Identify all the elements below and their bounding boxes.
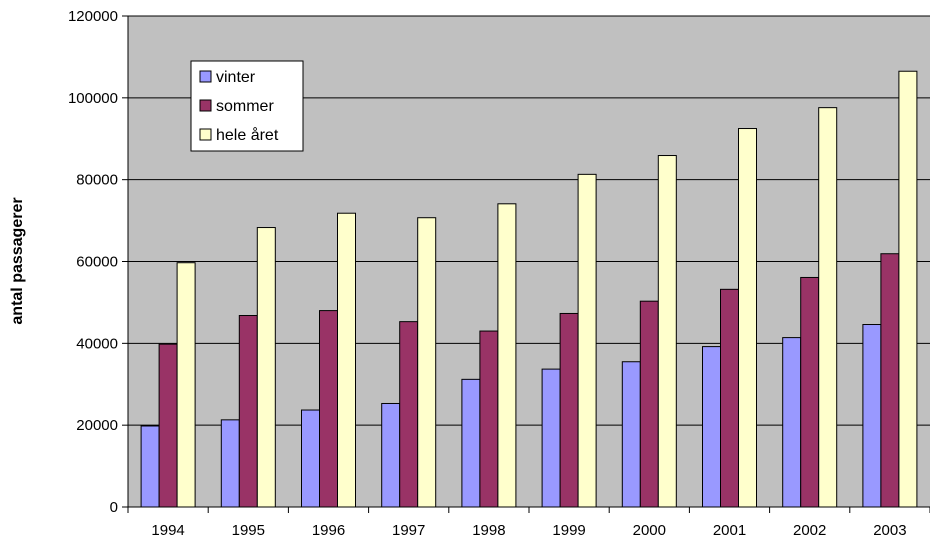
legend-label: sommer xyxy=(216,98,274,115)
bar-1995-sommer xyxy=(238,315,258,508)
bar-1997-vinter xyxy=(381,402,401,508)
bar-2002-sommer xyxy=(800,276,820,508)
bar-1999-hele-aaret xyxy=(577,173,597,508)
bar-2000-hele-aaret xyxy=(657,155,677,508)
y-tick-label: 60000 xyxy=(76,254,118,271)
bar-2003-sommer xyxy=(880,253,900,508)
bar-1999-sommer xyxy=(559,312,579,508)
bar-1997-sommer xyxy=(399,321,419,508)
x-tick-label: 2000 xyxy=(633,522,666,539)
bar-1994-hele-aaret xyxy=(176,262,196,508)
bar-1996-hele-aaret xyxy=(337,212,356,508)
bar-2000-sommer xyxy=(639,300,659,508)
legend-swatch xyxy=(199,70,212,83)
x-tick-label: 2001 xyxy=(713,522,746,539)
bar-1995-vinter xyxy=(220,419,240,508)
y-tick-label: 80000 xyxy=(76,172,118,189)
y-tick-label: 0 xyxy=(110,499,118,516)
x-tick-label: 1999 xyxy=(552,522,585,539)
bar-1997-hele-aaret xyxy=(417,217,437,508)
bar-1998-vinter xyxy=(461,378,481,508)
bar-2003-hele-aaret xyxy=(898,70,918,508)
bars xyxy=(140,70,918,508)
y-tick-label: 100000 xyxy=(68,90,118,107)
bar-1994-sommer xyxy=(158,343,178,508)
x-tick-labels: 1994 1995 1996 1997 1998 1999 2000 2001 2002 2003 xyxy=(127,507,930,539)
legend-label: hele året xyxy=(216,126,279,144)
bar-2000-vinter xyxy=(621,361,641,508)
x-tick-label: 1994 xyxy=(151,522,184,539)
legend: vinter sommer hele året xyxy=(190,60,304,152)
x-tick-label: 1997 xyxy=(392,522,425,539)
y-tick-label: 20000 xyxy=(76,417,118,434)
y-tick-labels: 0 20000 40000 60000 80000 100000 120000 xyxy=(68,8,128,516)
bar-1999-vinter xyxy=(541,368,561,508)
bar-2002-vinter xyxy=(782,337,802,508)
bar-1998-sommer xyxy=(479,330,499,508)
y-tick-label: 120000 xyxy=(68,8,118,25)
legend-label: vinter xyxy=(216,69,256,86)
x-tick-label: 2002 xyxy=(793,522,826,539)
bar-2001-sommer xyxy=(720,288,739,508)
bar-2002-hele-aaret xyxy=(818,107,838,508)
bar-2001-hele-aaret xyxy=(738,128,757,508)
bar-1996-sommer xyxy=(319,310,338,508)
y-tick-label: 40000 xyxy=(76,335,118,352)
bar-1996-vinter xyxy=(301,409,320,508)
bar-2001-vinter xyxy=(702,346,721,508)
legend-swatch xyxy=(199,128,212,141)
x-tick-label: 1996 xyxy=(312,522,345,539)
y-axis-label: antal passagerer xyxy=(9,197,26,324)
bar-1995-hele-aaret xyxy=(256,227,276,508)
x-tick-label: 1995 xyxy=(232,522,265,539)
legend-swatch xyxy=(199,99,212,112)
bar-1994-vinter xyxy=(140,425,160,508)
bar-1998-hele-aaret xyxy=(497,203,517,508)
bar-2003-vinter xyxy=(862,324,882,508)
x-tick-label: 2003 xyxy=(873,522,906,539)
x-tick-label: 1998 xyxy=(472,522,505,539)
